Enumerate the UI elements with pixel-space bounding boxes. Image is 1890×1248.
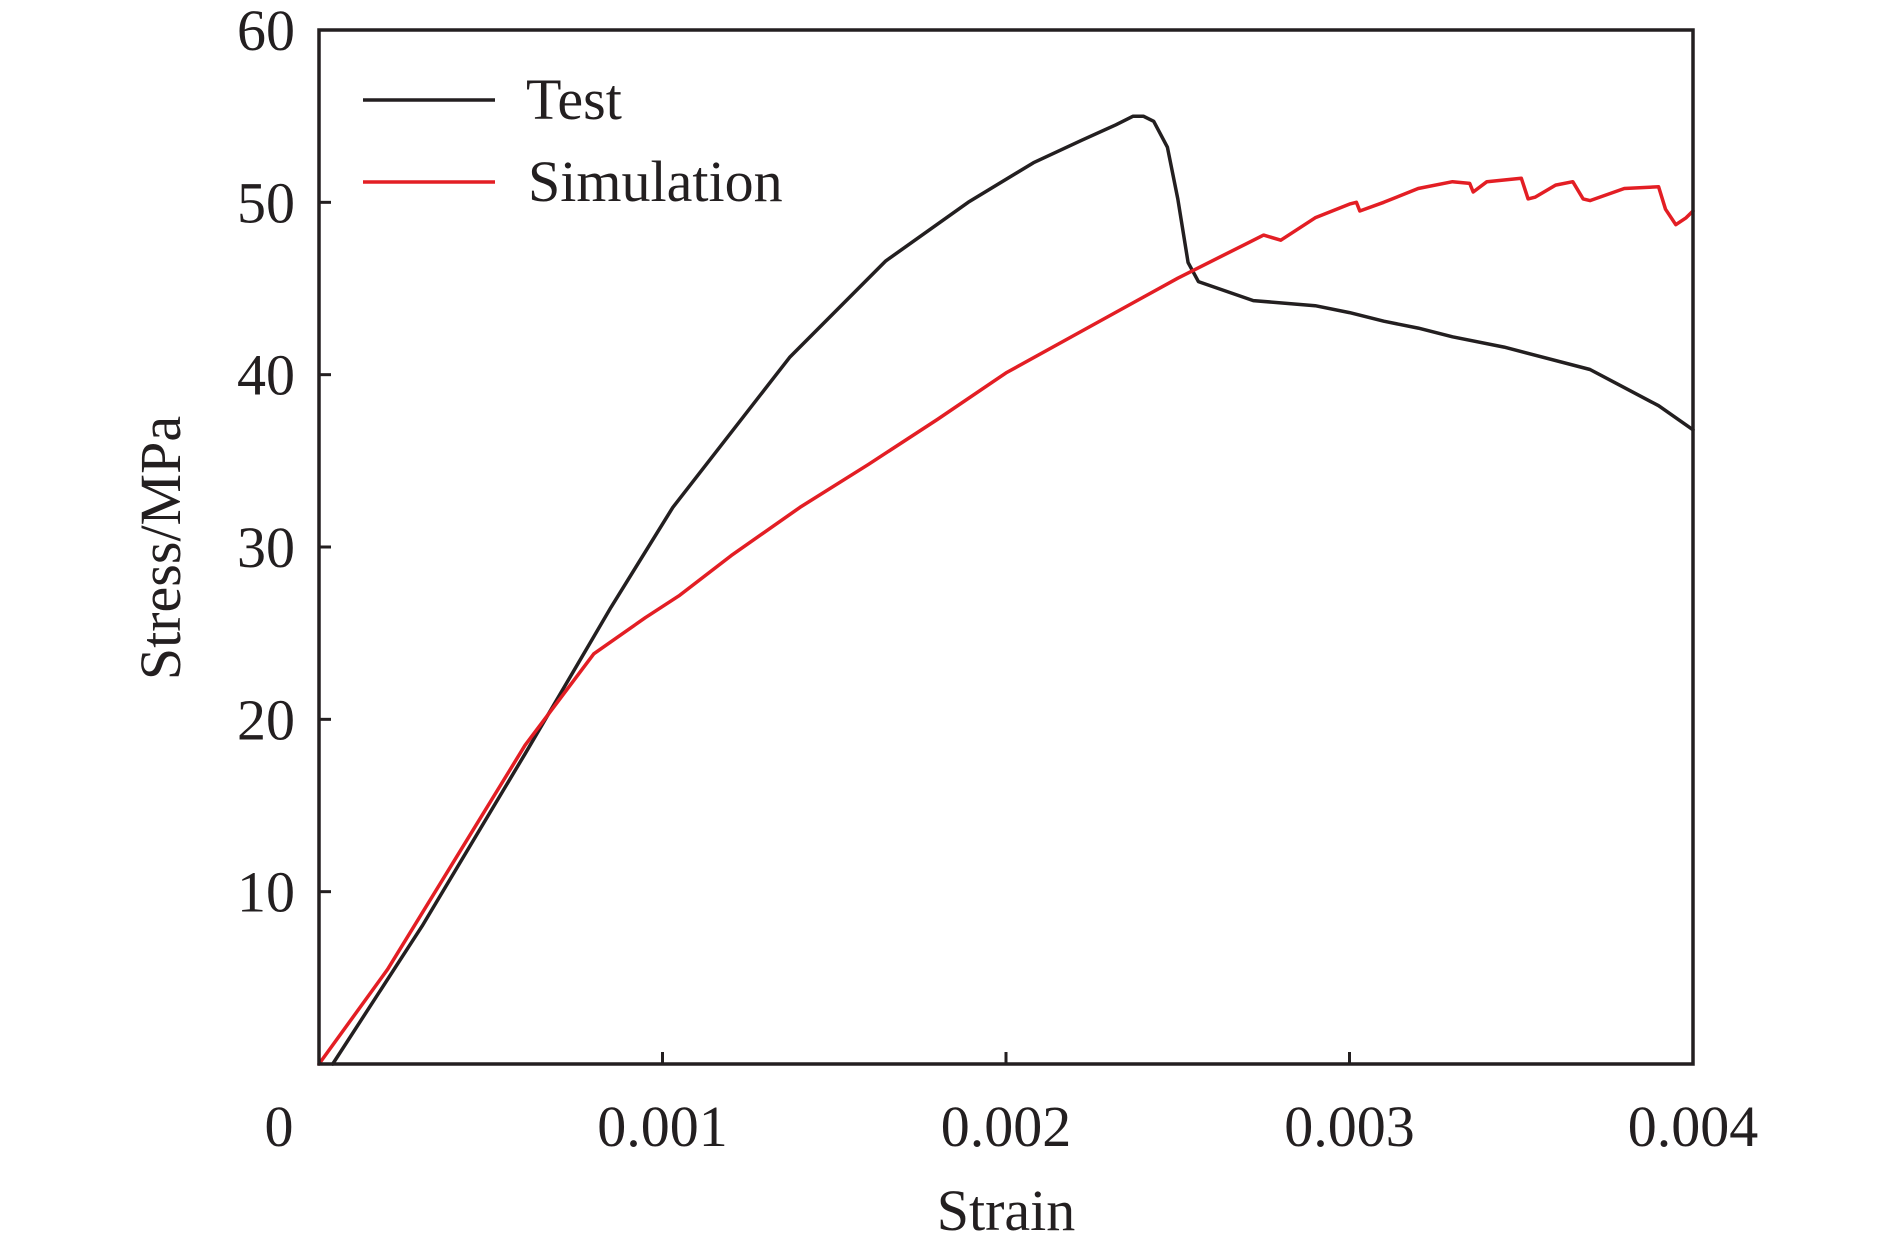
series-layer xyxy=(317,114,1695,1066)
x-tick-label: 0 xyxy=(265,1094,294,1159)
y-tick-label: 50 xyxy=(237,170,295,235)
legend-label-test: Test xyxy=(526,67,622,132)
legend: Test Simulation xyxy=(363,67,783,214)
x-tick-label: 0.004 xyxy=(1628,1094,1759,1159)
series-line-test xyxy=(330,114,1695,1066)
x-tick-label: 0.003 xyxy=(1284,1094,1415,1159)
x-axis: 0 0.001 0.002 0.003 0.004 xyxy=(265,1052,1759,1159)
y-tick-label: 30 xyxy=(237,515,295,580)
series-line-simulation xyxy=(317,176,1695,1066)
y-axis: 10 20 30 40 50 60 xyxy=(237,0,331,925)
y-tick-label: 20 xyxy=(237,687,295,752)
y-axis-title: Stress/MPa xyxy=(128,416,193,680)
y-tick-label: 40 xyxy=(237,343,295,408)
y-tick-label: 60 xyxy=(237,0,295,63)
y-tick-label: 10 xyxy=(237,860,295,925)
x-axis-title: Strain xyxy=(937,1178,1076,1243)
x-tick-label: 0.002 xyxy=(941,1094,1072,1159)
plot-frame xyxy=(317,28,1695,1066)
x-tick-label: 0.001 xyxy=(597,1094,728,1159)
legend-label-simulation: Simulation xyxy=(528,149,783,214)
